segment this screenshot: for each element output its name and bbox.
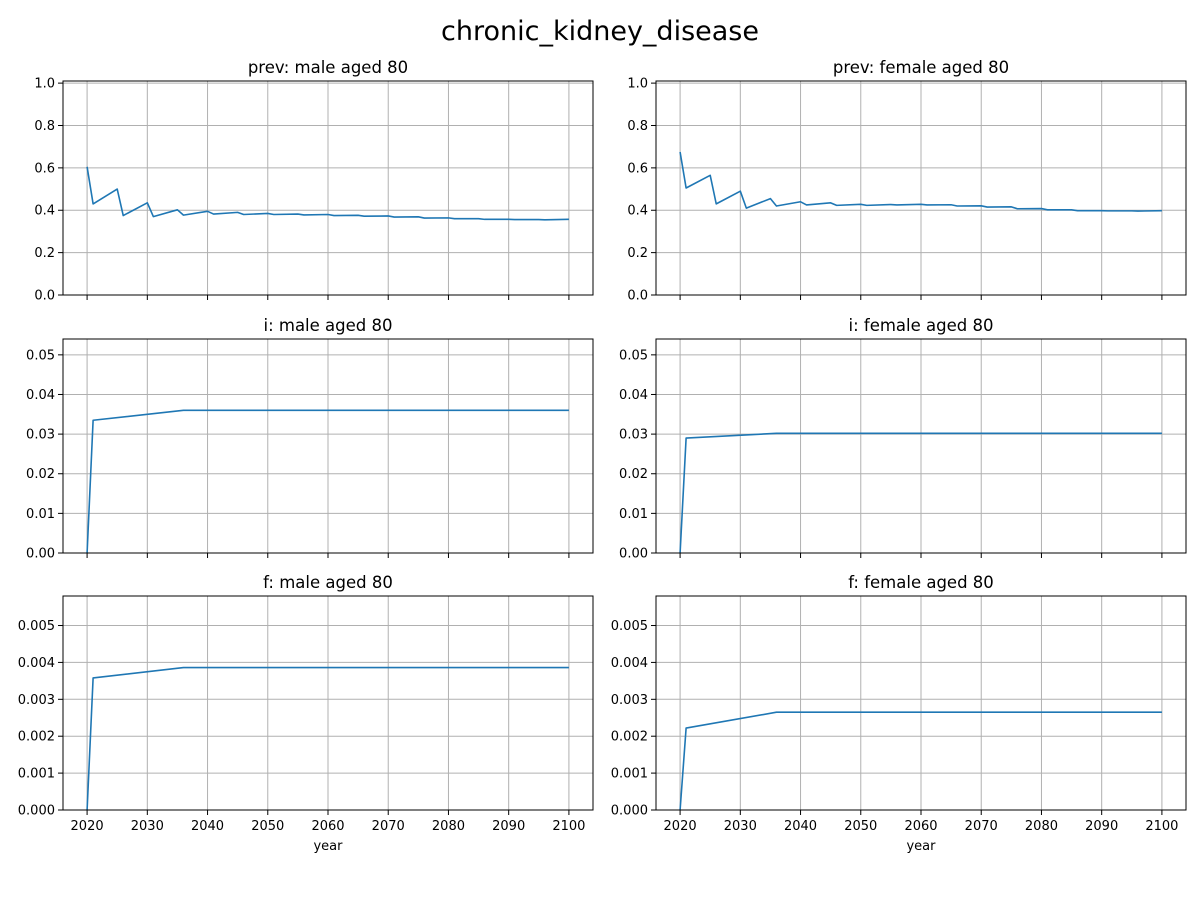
subplot-2: prev: female aged 80 0.0 0.2 0.4 0.6 0.8 1.0 [627,58,1187,304]
y-tick-label: 0.4 [34,204,55,219]
x-tick-label: 2100 [1145,819,1178,834]
x-tick-label: 2060 [904,819,937,834]
y-tick-label: 0.03 [619,428,648,443]
x-axis-label: year [906,839,936,854]
y-tick-label: 0.6 [34,161,55,176]
subplot-6: f: female aged 80 0.000 0.001 0.002 0.003 0.0… [611,573,1187,854]
y-tick-label: 0.003 [18,693,55,708]
x-tick-label: 2080 [432,819,465,834]
x-tick-label: 2030 [131,819,164,834]
x-tick-label: 2050 [251,819,284,834]
figure-title: chronic_kidney_disease [441,16,759,47]
x-axis-label: year [313,839,343,854]
x-tick-label: 2040 [784,819,817,834]
subplot-title: f: female aged 80 [848,573,994,592]
x-tick-label: 2080 [1025,819,1058,834]
x-tick-label: 2040 [191,819,224,834]
subplot-title: prev: male aged 80 [248,58,408,77]
series-line [86,666,569,811]
y-tick-label: 0.001 [611,767,648,782]
subplot-3: i: male aged 80 0.00 0.01 0.02 0.03 0.04 0.05 [26,316,594,562]
y-tick-label: 0.05 [26,348,55,363]
subplot-title: prev: female aged 80 [833,58,1009,77]
y-tick-label: 0.005 [18,619,55,634]
x-tick-label: 2050 [844,819,877,834]
subplot-1: prev: male aged 80 0.0 0.2 0.4 0.6 0.8 1.0 [34,58,594,304]
series-line [679,151,1162,212]
y-tick-label: 0.004 [18,656,55,671]
y-tick-label: 0.2 [627,246,648,261]
y-tick-label: 0.8 [34,119,55,134]
x-tick-label: 2020 [71,819,104,834]
x-tick-label: 2070 [372,819,405,834]
y-tick-label: 0.000 [18,804,55,819]
series-line [86,166,569,221]
subplot-5: f: male aged 80 0.000 0.001 0.002 0.003 0.004… [18,573,594,854]
subplot-title: i: female aged 80 [849,316,994,335]
subplot-title: i: male aged 80 [263,316,392,335]
subplot-grid: prev: male aged 800.00.20.40.60.81.0prev… [18,58,1187,854]
y-tick-label: 0.01 [619,507,648,522]
y-tick-label: 0.002 [611,730,648,745]
series-line [679,432,1162,554]
y-tick-label: 0.000 [611,804,648,819]
y-tick-label: 0.2 [34,246,55,261]
y-tick-label: 0.0 [34,289,55,304]
x-tick-label: 2100 [552,819,585,834]
y-tick-label: 1.0 [34,77,55,92]
y-tick-label: 0.005 [611,619,648,634]
subplot-title: f: male aged 80 [263,573,393,592]
subplot-4: i: female aged 80 0.00 0.01 0.02 0.03 0.04 0.0… [619,316,1187,562]
y-tick-label: 0.6 [627,161,648,176]
series-line [679,711,1162,811]
y-tick-label: 0.003 [611,693,648,708]
y-tick-label: 1.0 [627,77,648,92]
y-tick-label: 0.0 [627,289,648,304]
x-tick-label: 2030 [724,819,757,834]
x-tick-label: 2090 [1085,819,1118,834]
y-tick-label: 0.02 [619,467,648,482]
y-tick-label: 0.01 [26,507,55,522]
y-tick-label: 0.4 [627,204,648,219]
series-line [86,409,569,554]
x-tick-label: 2060 [311,819,344,834]
y-tick-label: 0.03 [26,428,55,443]
y-tick-label: 0.00 [26,547,55,562]
y-tick-label: 0.8 [627,119,648,134]
y-tick-label: 0.02 [26,467,55,482]
y-tick-label: 0.001 [18,767,55,782]
y-tick-label: 0.04 [26,388,55,403]
y-tick-label: 0.04 [619,388,648,403]
y-tick-label: 0.004 [611,656,648,671]
x-tick-label: 2070 [965,819,998,834]
x-tick-label: 2090 [492,819,525,834]
y-tick-label: 0.002 [18,730,55,745]
y-tick-label: 0.00 [619,547,648,562]
x-tick-label: 2020 [664,819,697,834]
y-tick-label: 0.05 [619,348,648,363]
